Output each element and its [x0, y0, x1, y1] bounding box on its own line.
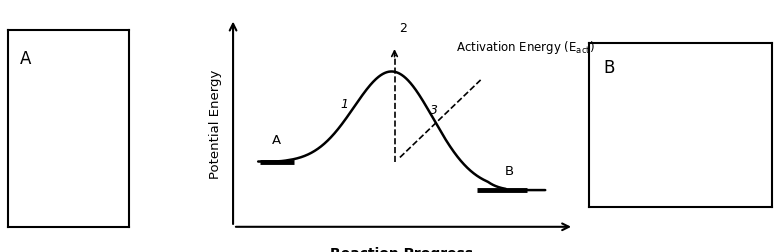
Text: 1: 1 — [340, 98, 349, 111]
Text: B: B — [604, 59, 615, 77]
Text: B: B — [505, 165, 514, 178]
Text: Reaction Progress: Reaction Progress — [330, 247, 473, 252]
Text: 3: 3 — [430, 104, 438, 117]
Text: Potential Energy: Potential Energy — [208, 70, 222, 179]
Text: 2: 2 — [399, 22, 407, 35]
Text: A: A — [20, 50, 31, 68]
Text: Activation Energy (E$_{\mathregular{act}}$): Activation Energy (E$_{\mathregular{act}… — [456, 39, 594, 56]
Text: A: A — [271, 134, 281, 147]
